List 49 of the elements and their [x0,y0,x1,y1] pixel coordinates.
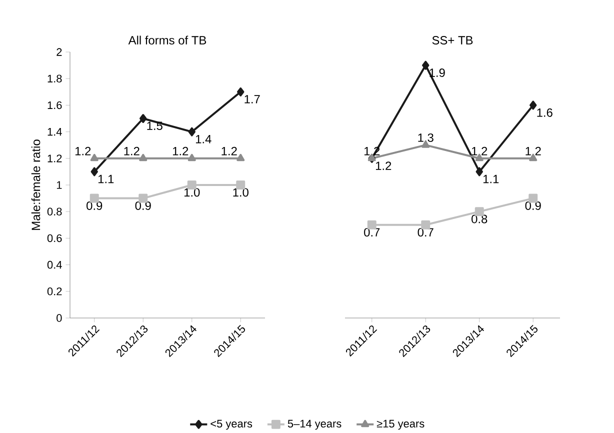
data-label: 0.9 [135,202,151,210]
data-label: 1.2 [222,146,237,156]
data-label: 1.3 [418,133,434,142]
legend-label: ≥15 years [376,420,424,430]
y-tick-label: 0.2 [47,288,62,296]
data-label: 1.4 [196,135,212,144]
data-label: 0.9 [86,202,102,210]
point [237,87,244,96]
point [530,100,537,110]
y-axis-title: Male:female ratio [31,140,40,230]
y-tick-label: 0 [56,314,62,322]
data-label: 1.2 [376,162,392,170]
y-tick-label: 1.2 [48,154,62,162]
data-label: 1.0 [184,188,200,197]
data-label: 1.2 [75,146,91,156]
point [90,167,98,176]
y-tick-label: 0.4 [47,260,62,269]
point [188,127,196,136]
y-tick-label: 0.6 [47,234,62,242]
point [422,60,430,70]
point [140,114,147,124]
point [188,154,196,162]
point [236,154,245,162]
point [139,154,148,162]
data-label: 0.9 [525,202,541,210]
y-tick-label: 2 [56,48,62,56]
chart-title: All forms of TB [128,36,206,45]
point [476,167,483,176]
data-label: 1.9 [430,68,445,77]
data-label: 1.1 [98,174,114,184]
data-label: 1.6 [537,108,552,117]
y-tick-label: 1.4 [48,128,62,136]
y-tick-label: 1.8 [48,74,62,83]
data-label: 1.1 [483,174,499,184]
data-label: 1.2 [472,146,488,156]
data-label: 1.0 [233,188,248,197]
data-label: 0.8 [472,214,488,224]
chart-title: SS+ TB [432,36,473,45]
data-label: 1.5 [147,122,162,130]
legend-label: 5–14 years [288,420,342,430]
data-label: 1.2 [124,146,140,156]
y-tick-label: 0.8 [47,208,62,216]
data-label: 1.2 [526,146,541,156]
y-tick-label: 1.6 [48,101,62,110]
point [90,154,98,162]
legend-label: <5 years [210,420,252,430]
data-label: 1.2 [172,146,188,156]
y-tick-label: 1 [56,181,62,189]
data-label: 1.7 [244,95,260,104]
